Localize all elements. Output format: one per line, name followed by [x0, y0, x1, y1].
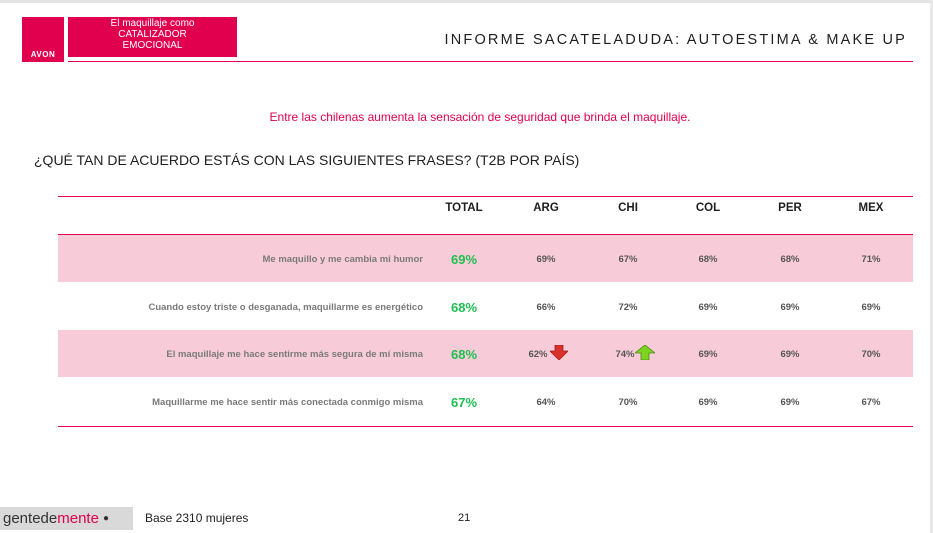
column-header-chi: CHI	[618, 202, 638, 214]
arg-cell: 66%	[536, 301, 556, 313]
page-number: 21	[458, 512, 471, 524]
gentedemente-logo: gentede mente ●	[0, 507, 133, 530]
arg-cell: 62%	[513, 330, 583, 378]
col-cell: 68%	[698, 253, 718, 265]
brand-accent: mente	[57, 510, 99, 527]
mex-cell: 70%	[861, 348, 881, 360]
column-header-col: COL	[695, 202, 721, 214]
mex-cell: 69%	[861, 301, 881, 313]
arg-cell: 69%	[536, 253, 556, 265]
total-cell: 69%	[450, 251, 478, 267]
row-band	[58, 330, 913, 377]
chi-value: 74%	[615, 348, 635, 360]
top-border	[0, 0, 933, 3]
arrow-up-icon	[633, 344, 656, 363]
brand-main: gentede	[3, 510, 58, 527]
per-cell: 68%	[780, 253, 800, 265]
per-cell: 69%	[780, 301, 800, 313]
header-divider	[68, 61, 913, 62]
column-header-per: PER	[778, 202, 802, 214]
section-theme-box: El maquillaje como CATALIZADOR EMOCIONAL	[68, 17, 237, 57]
col-cell: 69%	[698, 301, 718, 313]
col-cell: 69%	[698, 348, 718, 360]
chi-cell: 72%	[618, 301, 638, 313]
theme-line: EMOCIONAL	[122, 40, 183, 51]
arg-cell: 64%	[536, 396, 556, 408]
logo-text: AVON	[30, 50, 56, 59]
per-cell: 69%	[780, 396, 800, 408]
header-rule	[58, 234, 913, 235]
chi-cell: 74%	[600, 330, 670, 378]
total-cell: 67%	[450, 394, 478, 410]
column-header-mex: MEX	[858, 202, 884, 214]
theme-line: CATALIZADOR	[118, 29, 187, 40]
arg-value: 62%	[528, 348, 548, 360]
arrow-down-icon	[548, 344, 569, 363]
column-header-arg: ARG	[533, 202, 559, 214]
mex-cell: 71%	[861, 253, 881, 265]
table-bottom-rule	[58, 426, 913, 427]
per-cell: 69%	[780, 348, 800, 360]
chi-cell: 67%	[618, 253, 638, 265]
row-label: Maquillarme me hace sentir más conectada…	[152, 396, 423, 408]
row-label: El maquillaje me hace sentirme más segur…	[166, 348, 423, 360]
table-row: El maquillaje me hace sentirme más segur…	[58, 330, 913, 378]
table-row: Cuando estoy triste o desganada, maquill…	[58, 283, 913, 331]
row-band	[58, 235, 913, 282]
table-row: Me maquillo y me cambia mi humor 69% 69%…	[58, 235, 913, 283]
brand-dot: ●	[102, 513, 109, 524]
col-cell: 69%	[698, 396, 718, 408]
total-cell: 68%	[450, 346, 478, 362]
chi-cell: 70%	[618, 396, 638, 408]
right-border	[930, 0, 933, 533]
country-table: TOTAL ARG CHI COL PER MEX Me maquillo y …	[58, 196, 913, 428]
row-label: Me maquillo y me cambia mi humor	[262, 253, 423, 265]
theme-line: El maquillaje como	[110, 18, 195, 29]
row-label: Cuando estoy triste o desganada, maquill…	[148, 301, 423, 313]
total-cell: 68%	[450, 299, 478, 315]
table-row: Maquillarme me hace sentir más conectada…	[58, 378, 913, 426]
report-title: INFORME SACATELADUDA: AUTOESTIMA & MAKE …	[444, 32, 907, 48]
avon-logo: AVON	[22, 17, 64, 62]
question-title: ¿QUÉ TAN DE ACUERDO ESTÁS CON LAS SIGUIE…	[34, 152, 580, 168]
base-note: Base 2310 mujeres	[145, 511, 249, 525]
column-header-total: TOTAL	[445, 202, 483, 214]
headline: Entre las chilenas aumenta la sensación …	[269, 110, 691, 124]
mex-cell: 67%	[861, 396, 881, 408]
table-top-rule	[58, 196, 913, 197]
